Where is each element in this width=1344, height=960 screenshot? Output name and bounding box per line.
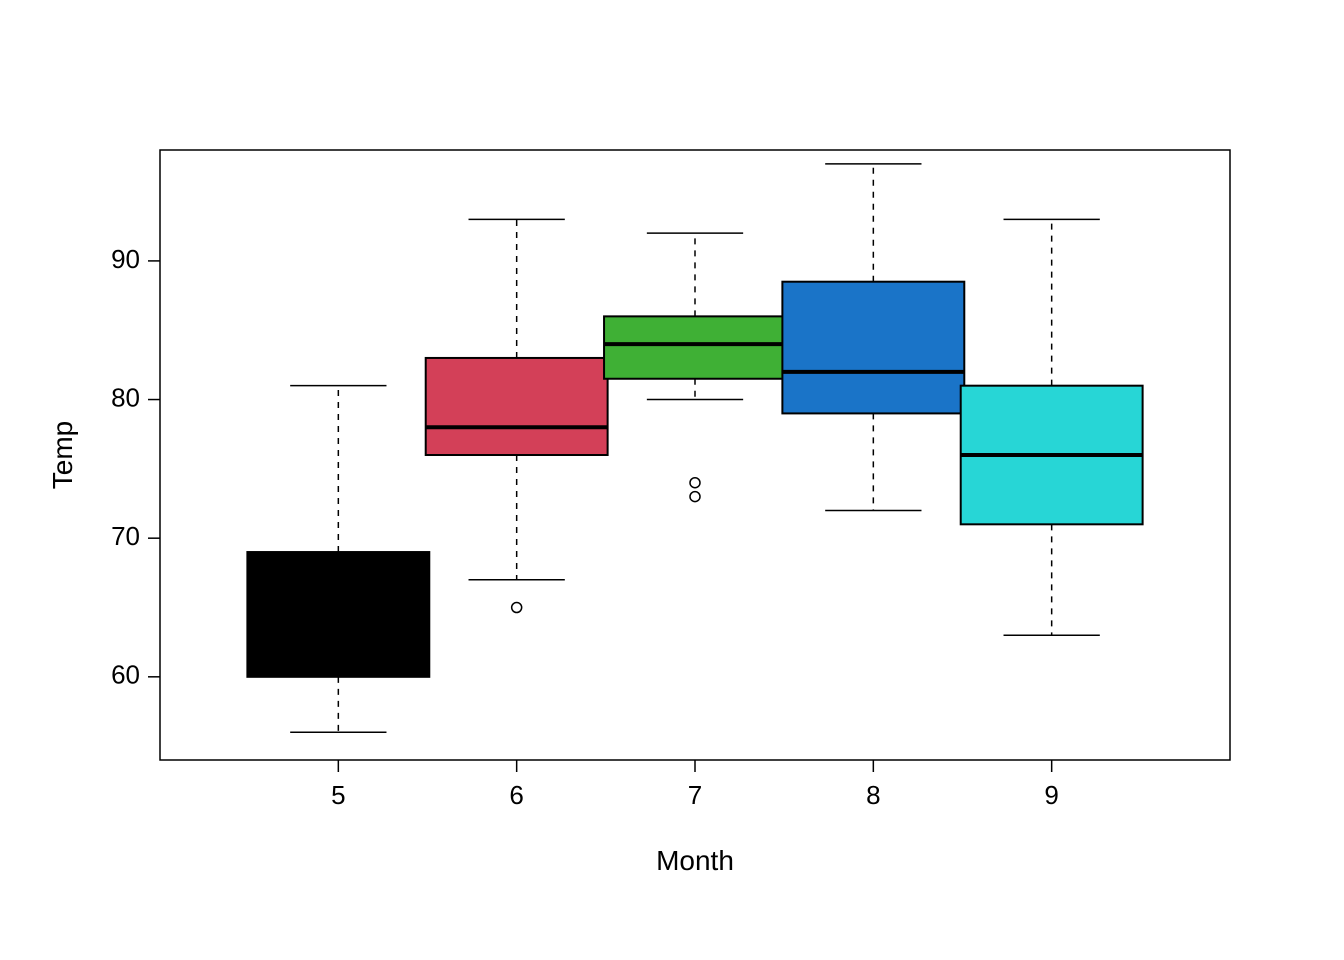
box-rect: [247, 552, 429, 677]
y-tick-label: 60: [111, 660, 140, 690]
boxplot-chart: 60 70 80 90 5 6 7 8 9 Temp Month: [0, 0, 1344, 960]
box-rect: [426, 358, 608, 455]
x-axis-label: Month: [656, 845, 734, 876]
x-tick-label: 7: [688, 780, 702, 810]
x-tick-label: 8: [866, 780, 880, 810]
box-rect: [604, 316, 786, 378]
x-tick-label: 6: [509, 780, 523, 810]
y-tick-label: 80: [111, 382, 140, 412]
y-tick-label: 70: [111, 521, 140, 551]
box-rect: [782, 282, 964, 414]
y-axis-label: Temp: [47, 421, 78, 489]
x-tick-label: 9: [1044, 780, 1058, 810]
x-tick-label: 5: [331, 780, 345, 810]
y-tick-label: 90: [111, 244, 140, 274]
